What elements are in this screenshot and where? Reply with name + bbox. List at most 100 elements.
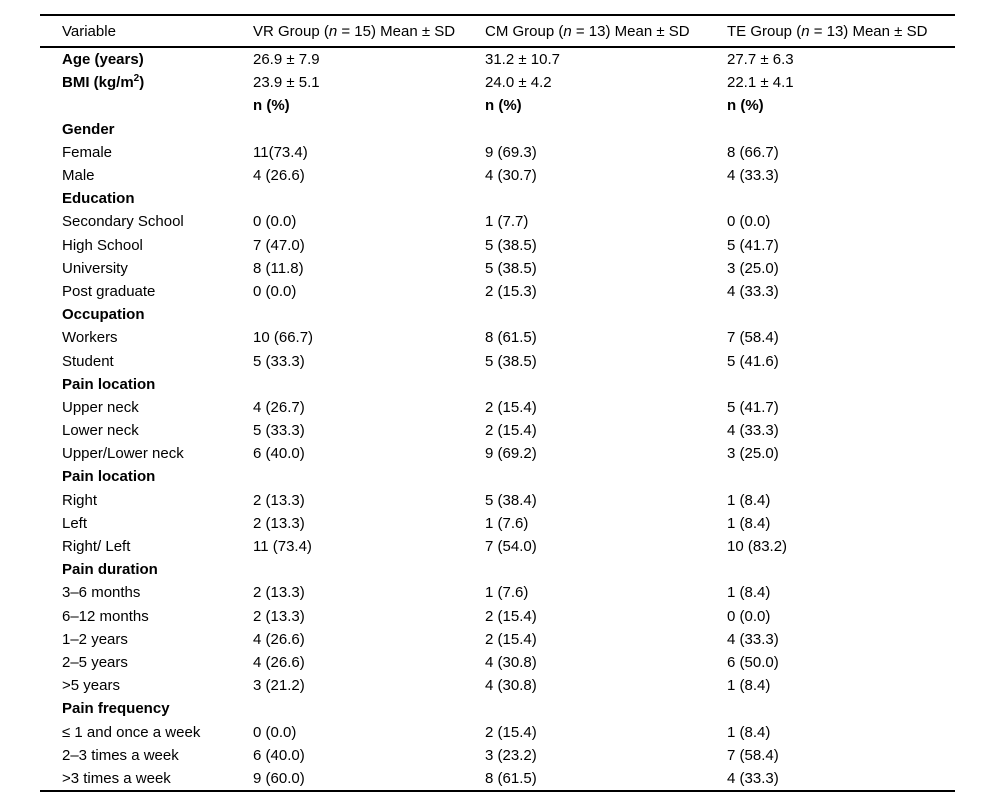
row-label: 1–2 years [62,630,128,648]
cell-vr: 4 (26.6) [253,630,305,648]
cell-te: 0 (0.0) [727,213,771,231]
cell-cm: 5 (38.4) [485,491,537,509]
cell-te: 4 (33.3) [727,167,779,185]
row-label: BMI (kg/m2) [62,73,145,92]
cell-te: 4 (33.3) [727,769,779,787]
row-label: 2–5 years [62,653,128,671]
table-row: BMI (kg/m2) 23.9 ± 5.1 24.0 ± 4.2 22.1 ± 4.… [40,71,955,94]
cell-vr: 6 (40.0) [253,746,305,764]
cell-cm: 2 (15.4) [485,630,537,648]
row-label: Secondary School [62,213,184,231]
cell-cm: 2 (15.4) [485,723,537,741]
cell-vr: 0 (0.0) [253,282,297,300]
cell-vr: 26.9 ± 7.9 [253,51,320,69]
table-row: n (%) n (%) n (%) [40,94,955,117]
cell-cm: 9 (69.2) [485,445,537,463]
cell-vr: 2 (13.3) [253,584,305,602]
row-label: High School [62,236,143,254]
row-label: Education [62,190,135,208]
cell-cm: 8 (61.5) [485,329,537,347]
cell-vr: 23.9 ± 5.1 [253,74,320,92]
cell-te: 10 (83.2) [727,538,788,556]
cell-cm: 4 (30.7) [485,167,537,185]
cell-vr: 11 (73.4) [253,538,312,556]
table-row: Secondary School 0 (0.0) 1 (7.7) 0 (0.0) [40,210,955,233]
table-row: 2–3 times a week 6 (40.0) 3 (23.2) 7 (58.4) [40,744,955,767]
table-row: ≤ 1 and once a week 0 (0.0) 2 (15.4) 1 (8.4… [40,720,955,743]
cell-te: 1 (8.4) [727,723,771,741]
cell-vr: 0 (0.0) [253,213,297,231]
cell-vr: 11(73.4) [253,143,308,161]
cell-vr: 3 (21.2) [253,677,305,695]
section-header-row: Pain frequency [40,697,955,720]
table-row: >3 times a week 9 (60.0) 8 (61.5) 4 (33.3) [40,767,955,790]
cell-te: 0 (0.0) [727,607,771,625]
cell-vr: 4 (26.6) [253,653,305,671]
table-row: Left 2 (13.3) 1 (7.6) 1 (8.4) [40,512,955,535]
cell-vr: 0 (0.0) [253,723,297,741]
cell-te: 1 (8.4) [727,491,771,509]
cell-te: 5 (41.7) [727,398,779,416]
cell-cm: 24.0 ± 4.2 [485,74,552,92]
cell-cm: 2 (15.4) [485,422,537,440]
column-header-variable: Variable [62,22,116,40]
cell-cm: 1 (7.6) [485,584,529,602]
cell-vr: n (%) [253,97,290,115]
column-header-cm-group: CM Group (n = 13) Mean ± SD [485,22,690,40]
cell-te: 7 (58.4) [727,746,779,764]
cell-cm: 2 (15.4) [485,607,537,625]
row-label: 3–6 months [62,584,141,602]
row-label: 6–12 months [62,607,149,625]
cell-vr: 4 (26.6) [253,167,305,185]
table-row: University 8 (11.8) 5 (38.5) 3 (25.0) [40,257,955,280]
cell-vr: 8 (11.8) [253,259,304,277]
cell-te: 7 (58.4) [727,329,779,347]
table-row: Age (years) 26.9 ± 7.9 31.2 ± 10.7 27.7 ± 6… [40,48,955,71]
cell-vr: 2 (13.3) [253,607,305,625]
cell-te: 1 (8.4) [727,584,771,602]
table-row: Student 5 (33.3) 5 (38.5) 5 (41.6) [40,349,955,372]
row-label: Pain location [62,468,156,486]
section-header-row: Occupation [40,303,955,326]
cell-vr: 5 (33.3) [253,422,305,440]
cell-te: 5 (41.7) [727,236,779,254]
section-header-row: Pain location [40,373,955,396]
cell-vr: 2 (13.3) [253,491,305,509]
row-label: Female [62,143,113,161]
table-row: Upper/Lower neck 6 (40.0) 9 (69.2) 3 (25.0) [40,442,955,465]
participant-characteristics-table: Variable VR Group (n = 15) Mean ± SD CM G… [40,14,955,792]
row-label: Pain frequency [62,700,170,718]
cell-cm: 2 (15.4) [485,398,537,416]
table-row: Male 4 (26.6) 4 (30.7) 4 (33.3) [40,164,955,187]
column-header-te-group: TE Group (n = 13) Mean ± SD [727,22,928,40]
cell-cm: 9 (69.3) [485,143,537,161]
row-label: Age (years) [62,51,144,69]
table-header-row: Variable VR Group (n = 15) Mean ± SD CM G… [40,16,955,48]
row-label: Pain location [62,375,156,393]
section-header-row: Pain location [40,465,955,488]
cell-cm: 4 (30.8) [485,653,537,671]
table-row: Lower neck 5 (33.3) 2 (15.4) 4 (33.3) [40,419,955,442]
cell-cm: 7 (54.0) [485,538,537,556]
row-label: Post graduate [62,282,156,300]
cell-te: 1 (8.4) [727,514,771,532]
cell-vr: 4 (26.7) [253,398,305,416]
row-label: ≤ 1 and once a week [62,723,201,741]
cell-te: 3 (25.0) [727,259,779,277]
section-header-row: Education [40,187,955,210]
cell-te: 4 (33.3) [727,630,779,648]
cell-te: 4 (33.3) [727,422,779,440]
cell-cm: 4 (30.8) [485,677,537,695]
row-label: >5 years [62,677,120,695]
cell-te: 22.1 ± 4.1 [727,74,794,92]
cell-cm: 5 (38.5) [485,352,537,370]
cell-te: 6 (50.0) [727,653,779,671]
table-row: Workers 10 (66.7) 8 (61.5) 7 (58.4) [40,326,955,349]
table-row: 2–5 years 4 (26.6) 4 (30.8) 6 (50.0) [40,651,955,674]
section-header-row: Pain duration [40,558,955,581]
cell-vr: 2 (13.3) [253,514,305,532]
cell-cm: 1 (7.6) [485,514,529,532]
row-label: Occupation [62,306,145,324]
row-label: Upper neck [62,398,139,416]
row-label: Male [62,167,95,185]
